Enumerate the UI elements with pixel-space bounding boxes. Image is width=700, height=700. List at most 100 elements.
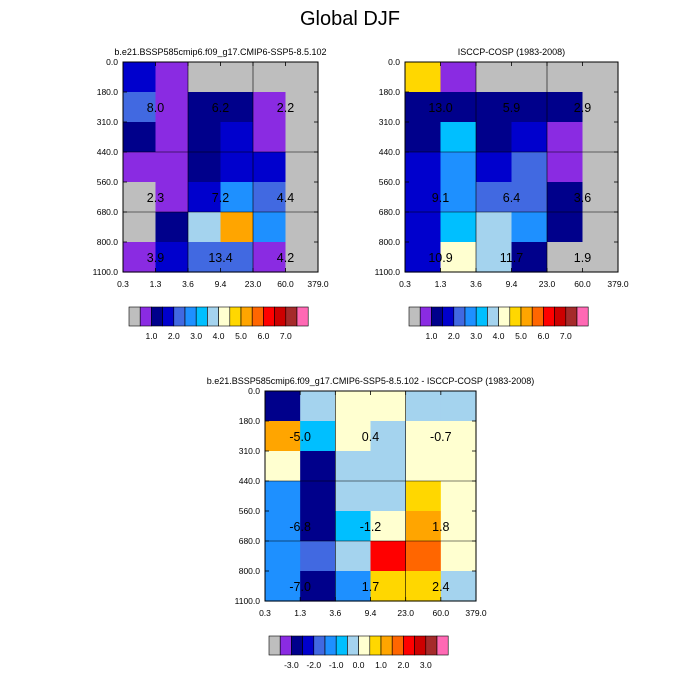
cell-value-label: -5.0: [289, 430, 311, 444]
heatmap-cell: [285, 212, 319, 243]
cell-value-label: 3.9: [147, 251, 164, 265]
x-tick-label: 1.3: [435, 279, 447, 289]
heatmap-cell: [476, 122, 513, 153]
y-tick-label: 1100.0: [375, 267, 401, 277]
cell-value-label: 4.2: [277, 251, 294, 265]
heatmap-cell: [220, 62, 254, 93]
heatmap-cell: [547, 212, 584, 243]
heatmap-cell: [405, 92, 442, 123]
heatmap-cell: [440, 451, 477, 482]
colorbar-label: -2.0: [306, 660, 321, 670]
heatmap-cell: [155, 92, 189, 123]
heatmap-cell: [405, 122, 442, 153]
colorbar-box: [498, 306, 511, 327]
colorbar-box: [419, 306, 432, 327]
heatmap-cell: [511, 62, 548, 93]
heatmap-cell: [300, 391, 336, 422]
cell-value-label: 4.4: [277, 191, 294, 205]
colorbar-box: [291, 635, 303, 656]
heatmap-cell: [123, 242, 157, 273]
heatmap-cell: [440, 421, 477, 452]
heatmap-cell: [405, 212, 442, 243]
heatmap-cell: [405, 451, 442, 482]
colorbar-label: 4.0: [493, 331, 505, 341]
heatmap-cell: [476, 182, 513, 213]
heatmap-cell: [370, 541, 407, 572]
colorbar-label: -3.0: [284, 660, 299, 670]
colorbar-box: [576, 306, 589, 327]
colorbar-label: 7.0: [280, 331, 292, 341]
colorbar-box: [425, 635, 438, 656]
y-tick-label: 310.0: [97, 117, 119, 127]
x-tick-label: 23.0: [397, 608, 414, 618]
heatmap-cell: [123, 92, 157, 123]
heatmap-cell: [300, 541, 336, 572]
colorbar-box: [128, 306, 141, 327]
x-tick-label: 1.3: [150, 279, 162, 289]
colorbar-box: [380, 635, 393, 656]
colorbar-label: 1.0: [145, 331, 157, 341]
heatmap-cell: [405, 421, 442, 452]
colorbar-label: 0.0: [353, 660, 365, 670]
colorbar-label: 3.0: [470, 331, 482, 341]
heatmap-cell: [511, 212, 548, 243]
heatmap-cell: [440, 182, 477, 213]
plot-frame: [122, 61, 319, 273]
colorbar-label: 2.0: [397, 660, 409, 670]
colorbar-box: [151, 306, 163, 327]
x-tick-label: 0.3: [399, 279, 411, 289]
heatmap-cell: [370, 481, 407, 512]
cell-value-label: -1.2: [360, 520, 382, 534]
heatmap-cell: [511, 182, 548, 213]
y-tick-label: 0.0: [388, 57, 400, 67]
heatmap-cell: [155, 152, 189, 183]
x-tick-label: 3.6: [470, 279, 482, 289]
colorbar-box: [358, 635, 371, 656]
heatmap-cell: [440, 152, 477, 183]
heatmap-cell: [123, 62, 157, 93]
heatmap-cell: [123, 182, 157, 213]
cell-value-label: 6.4: [503, 191, 520, 205]
heatmap-cell: [155, 182, 189, 213]
colorbar-box: [324, 635, 337, 656]
heatmap-cell: [335, 571, 372, 602]
heatmap-cell: [188, 92, 222, 123]
colorbar-label: 4.0: [213, 331, 225, 341]
panel-title: b.e21.BSSP585cmip6.f09_g17.CMIP6-SSP5-8.…: [114, 47, 326, 57]
y-tick-label: 310.0: [379, 117, 401, 127]
heatmap-cell: [582, 182, 619, 213]
heatmap-cell: [253, 62, 287, 93]
cell-value-label: 10.9: [428, 251, 452, 265]
heatmap-cell: [511, 242, 548, 273]
y-tick-label: 680.0: [379, 207, 401, 217]
figure-title: Global DJF: [299, 8, 401, 30]
colorbar-box: [184, 306, 197, 327]
heatmap-cell: [265, 571, 301, 602]
heatmap-cell: [123, 122, 157, 153]
heatmap-cell: [253, 212, 287, 243]
colorbar-box: [531, 306, 544, 327]
colorbar-box: [218, 306, 231, 327]
colorbar-label: 1.0: [425, 331, 437, 341]
x-tick-label: 60.0: [433, 608, 450, 618]
heatmap-cell: [405, 182, 442, 213]
heatmap-cell: [476, 242, 513, 273]
heatmap-cell: [253, 182, 287, 213]
heatmap-cell: [582, 152, 619, 183]
y-tick-label: 1100.0: [93, 267, 119, 277]
colorbar-box: [554, 306, 567, 327]
colorbar-box: [408, 306, 421, 327]
heatmap-cell: [335, 541, 372, 572]
plot-frame: [404, 61, 619, 273]
y-tick-label: 680.0: [239, 536, 261, 546]
x-tick-label: 0.3: [259, 608, 271, 618]
colorbar-box: [268, 635, 281, 656]
colorbar-box: [285, 306, 298, 327]
heatmap-cell: [220, 152, 254, 183]
heatmap-cell: [370, 571, 407, 602]
x-tick-label: 3.6: [329, 608, 341, 618]
x-tick-label: 60.0: [574, 279, 591, 289]
colorbar-box: [487, 306, 499, 327]
y-tick-label: 560.0: [379, 177, 401, 187]
heatmap-cell: [370, 511, 407, 542]
